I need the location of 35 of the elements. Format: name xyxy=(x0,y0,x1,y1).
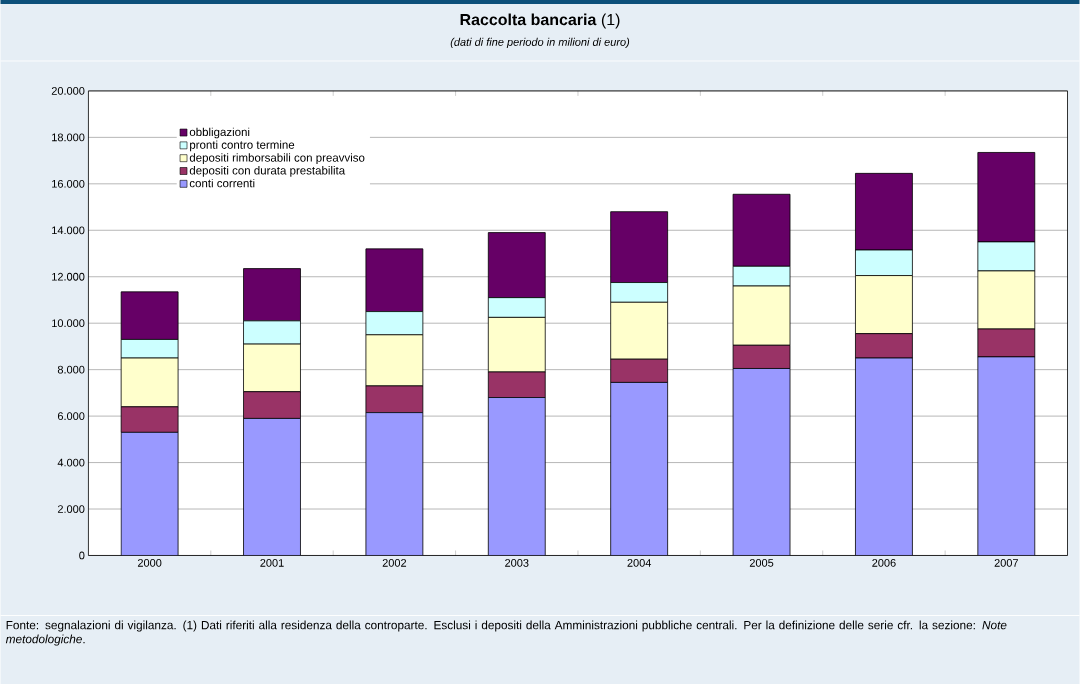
x-tick-label: 2003 xyxy=(505,558,529,567)
x-tick-label: 2004 xyxy=(627,558,652,567)
bar xyxy=(977,356,1036,556)
x-tick-label: 2007 xyxy=(994,558,1018,567)
x-tick-label: 2000 xyxy=(137,558,162,567)
bar xyxy=(732,367,791,556)
x-tick-label: 2005 xyxy=(749,558,774,567)
y-tick-label: 0 xyxy=(79,551,85,560)
text: Fonte: segnalazioni di vigilanza. (1) Dati riferiti alla residenza della controparte. Esclusi i depositi della Amministrazioni pubbliche centrali. Per la definizione delle serie cfr. la sezione: Note metodologiche. xyxy=(5,620,1007,646)
y-tick-label: 6.000 xyxy=(57,412,85,420)
bar xyxy=(120,431,179,556)
bar xyxy=(487,396,546,556)
bar xyxy=(610,381,669,556)
bar xyxy=(855,357,913,556)
y-tick-label: 16.000 xyxy=(52,179,85,188)
x-tick-label: 2006 xyxy=(872,558,896,567)
legend-label: conti correnti xyxy=(189,178,255,188)
legend-label: obbligazioni xyxy=(189,127,250,139)
legend-label: depositi rimborsabili con preavviso xyxy=(189,153,365,164)
y-tick-label: 10.000 xyxy=(52,319,85,327)
y-tick-label: 8.000 xyxy=(57,365,85,374)
y-tick-label: 4.000 xyxy=(57,458,85,467)
legend-label: pronti contro termine xyxy=(190,140,295,151)
legend-label: depositi con durata prestabilita xyxy=(189,165,346,177)
x-tick-label: 2002 xyxy=(382,558,407,567)
y-tick-label: 18.000 xyxy=(52,133,85,142)
chart-title: Raccolta bancaria (1) xyxy=(460,13,620,29)
y-tick-label: 20.000 xyxy=(51,86,85,95)
bar xyxy=(365,412,424,556)
y-tick-label: 14.000 xyxy=(52,226,85,234)
y-tick-label: 2.000 xyxy=(57,504,85,513)
bar xyxy=(243,417,301,556)
x-tick-label: 2001 xyxy=(260,558,284,567)
y-tick-label: 12.000 xyxy=(52,272,85,281)
chart-subtitle: (dati di fine periodo in milioni di euro) xyxy=(450,37,630,48)
